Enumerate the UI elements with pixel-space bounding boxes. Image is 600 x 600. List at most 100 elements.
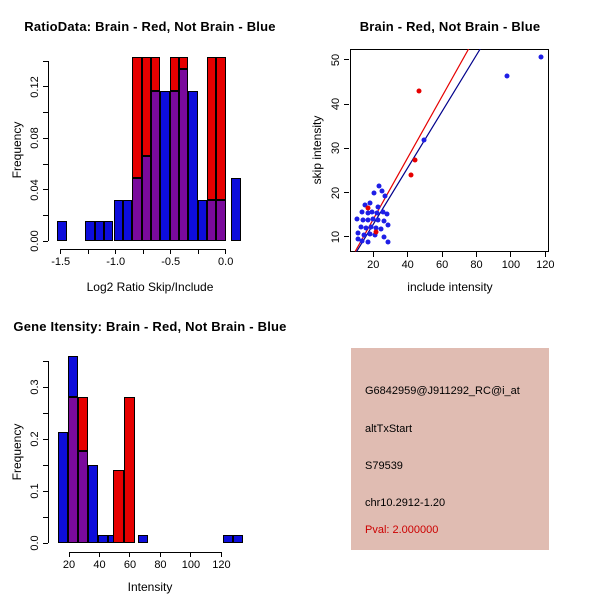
gene_intensity_histogram-bar-segment: [88, 465, 99, 543]
gene_intensity_histogram-x-tick: [190, 551, 192, 557]
ratio_histogram-bar-segment: [197, 200, 207, 242]
intensity_scatter-point: [355, 236, 361, 242]
ratio_histogram-y-tick-label: 0.04: [28, 179, 41, 201]
ratio_histogram-x-tick-label: -1.5: [51, 256, 71, 269]
gene_intensity_histogram-x-tick: [68, 551, 70, 557]
gene_intensity_histogram-y-tick: [43, 360, 48, 362]
ratio_histogram-bar-segment: [122, 200, 133, 242]
intensity_scatter-x-tick: [476, 251, 477, 257]
intensity_scatter-x-tick-label: 40: [401, 258, 414, 271]
ratio_histogram-bar-segment: [188, 90, 198, 242]
info-line-2: altTxStart: [365, 423, 413, 435]
ratio_histogram-bar-segment: [231, 178, 241, 242]
ratio_histogram-bar-segment: [216, 200, 226, 242]
ratio_histogram-bar-segment: [85, 220, 95, 242]
intensity_scatter-point: [354, 216, 360, 222]
ratio_histogram-y-tick: [42, 137, 48, 139]
ratio_histogram-bar-segment: [150, 57, 161, 91]
ratio_histogram-bar-segment: [150, 90, 161, 242]
ratio_histogram-bar-segment: [169, 90, 179, 242]
intensity_scatter-point: [504, 73, 510, 79]
intensity_scatter-point: [421, 137, 427, 143]
gene_intensity_histogram-y-tick-label: 0.3: [29, 379, 41, 395]
intensity_scatter-y-tick: [344, 103, 349, 105]
intensity_scatter-point: [368, 224, 374, 230]
intensity_scatter-x-tick-label: 120: [536, 258, 555, 271]
intensity_scatter-point: [375, 204, 381, 210]
intensity_scatter-point: [369, 209, 375, 214]
ratio_histogram-bar-segment: [178, 57, 189, 69]
intensity_scatter-x-tick: [372, 251, 374, 257]
intensity_scatter-point: [365, 239, 371, 245]
gene-hist-title: Gene Itensity: Brain - Red, Not Brain - …: [13, 319, 287, 334]
intensity_scatter-point: [362, 202, 368, 208]
intensity_scatter-y-tick: [344, 236, 349, 238]
gene_intensity_histogram-y-tick-label: 0.1: [29, 483, 41, 499]
gene_intensity_histogram-x-tick: [98, 551, 100, 557]
intensity_scatter-point: [373, 229, 379, 235]
intensity_scatter-y-tick: [344, 147, 349, 149]
gene_intensity_histogram-y-tick-label: 0.0: [29, 535, 41, 551]
intensity_scatter-x-tick: [544, 251, 546, 257]
ratio_histogram-bar-segment: [207, 200, 217, 242]
intensity_scatter-point: [381, 234, 387, 240]
intensity_scatter-point: [385, 222, 391, 228]
intensity_scatter-point: [412, 157, 418, 163]
pval-text: Pval: 2.000000: [365, 524, 439, 536]
intensity_scatter-x-tick: [407, 251, 409, 257]
gene_intensity_histogram-bar-segment: [223, 534, 234, 543]
gene_intensity_histogram-y-tick: [43, 490, 48, 492]
ratio_histogram-bar-segment: [141, 156, 151, 242]
ratio_histogram-x-tick: [170, 249, 172, 255]
ratio_histogram-bar-segment: [207, 57, 217, 201]
gene_intensity_histogram-x-tick: [129, 551, 131, 557]
ratio_histogram-y-tick: [42, 163, 48, 165]
intensity_scatter-point: [355, 230, 361, 236]
intensity_scatter-x-tick-label: 100: [501, 258, 521, 271]
intensity_scatter-point: [360, 217, 366, 223]
ratio_histogram-bar-segment: [113, 200, 123, 242]
gene_intensity_histogram-x-tick: [220, 551, 222, 557]
ratio-hist-x-axis-label: Log2 Ratio Skip/Include: [86, 280, 214, 294]
intensity_scatter-y-tick-label: 40: [330, 97, 342, 111]
ratio_histogram-y-axis: [47, 61, 49, 242]
ratio_histogram-x-tick: [142, 249, 144, 255]
intensity_scatter-point: [376, 183, 382, 189]
intensity_scatter-x-tick: [510, 251, 512, 257]
intensity_scatter-plot-box: [350, 49, 549, 252]
ratio-hist-y-axis-label: Frequency: [10, 121, 24, 179]
intensity_scatter-point: [375, 217, 381, 223]
gene_intensity_histogram-bar-segment: [233, 534, 244, 543]
intensity_scatter-point: [370, 216, 376, 222]
gene_intensity_histogram-bar-segment: [113, 470, 125, 543]
ratio_histogram-y-tick-label: 0.12: [28, 76, 41, 98]
intensity_scatter-point: [367, 231, 373, 237]
info-line-4: chr10.2912-1.20: [365, 497, 446, 509]
intensity_scatter-point: [371, 190, 377, 196]
intensity_scatter-point: [365, 217, 371, 223]
gene_intensity_histogram-bar-segment: [68, 355, 79, 398]
ratio_histogram-x-tick: [115, 249, 117, 255]
info-line-3: S79539: [365, 460, 403, 472]
gene_intensity_histogram-bar-segment: [68, 397, 79, 543]
ratio_histogram-x-tick-label: -1.0: [106, 256, 126, 269]
gene_intensity_histogram-x-tick-label: 100: [181, 558, 201, 571]
gene_intensity_histogram-bar-segment: [78, 451, 89, 543]
intensity_scatter-point: [359, 238, 365, 244]
intensity_scatter-x-tick-label: 60: [435, 258, 449, 271]
ratio_histogram-x-tick: [197, 249, 199, 255]
intensity_scatter-x-tick-label: 20: [367, 258, 380, 271]
ratio_histogram-bar-segment: [57, 220, 67, 242]
intensity_scatter-point: [538, 54, 544, 60]
gene_intensity_histogram-y-tick: [43, 386, 48, 388]
intensity_scatter-point: [384, 211, 390, 217]
gene_intensity_histogram-bar-segment: [138, 534, 149, 543]
ratio_histogram-y-tick: [42, 86, 48, 88]
gene_intensity_histogram-x-tick-label: 40: [93, 558, 106, 571]
intensity_scatter-point: [416, 88, 422, 94]
gene_intensity_histogram-x-tick-label: 120: [212, 558, 231, 571]
ratio_histogram-x-tick-label: -0.5: [161, 256, 181, 269]
gene_intensity_histogram-y-tick: [43, 438, 48, 440]
gene_intensity_histogram-bar-segment: [58, 432, 69, 543]
gene-hist-x-axis-label: Intensity: [127, 580, 173, 594]
